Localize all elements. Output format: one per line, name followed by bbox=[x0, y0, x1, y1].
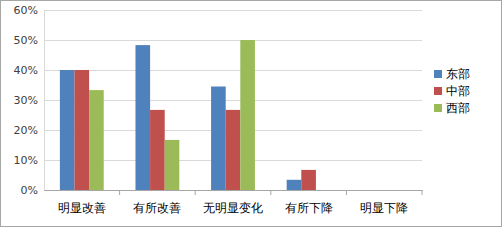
legend-label: 中部 bbox=[446, 84, 470, 98]
y-tick-label: 10% bbox=[14, 154, 38, 167]
bar-series bbox=[60, 45, 301, 190]
legend-swatch bbox=[434, 104, 442, 112]
legend-label: 西部 bbox=[446, 101, 470, 115]
x-tick: 明显改善 bbox=[58, 190, 120, 215]
legend-entry: 西部 bbox=[434, 101, 470, 115]
x-axis-line bbox=[45, 190, 423, 191]
grid-line bbox=[44, 190, 422, 191]
plot: 0% 10% 20% 30% 40% 50% 60% 明显改善 有所改善 无明显变化 有所下降 明显下… bbox=[14, 4, 423, 215]
x-tick-mark bbox=[346, 190, 347, 195]
legend-swatch bbox=[434, 70, 442, 78]
y-tick-label: 30% bbox=[14, 94, 38, 107]
x-tick-mark bbox=[119, 190, 120, 195]
y-tick-label: 20% bbox=[14, 124, 38, 137]
x-tick: 有所改善 bbox=[133, 190, 195, 215]
bar-series bbox=[74, 70, 315, 190]
x-tick: 无明显变化 bbox=[203, 190, 271, 215]
x-tick: 有所下降 bbox=[285, 190, 347, 215]
bar bbox=[89, 90, 104, 190]
bar bbox=[226, 110, 241, 190]
bar bbox=[392, 190, 407, 191]
y-axis: 0% 10% 20% 30% 40% 50% 60% bbox=[14, 4, 45, 197]
x-tick-mark bbox=[270, 190, 271, 195]
chart: 0% 10% 20% 30% 40% 50% 60% 明显改善 有所改善 无明显变化 有所下降 明显下… bbox=[0, 0, 502, 227]
legend-label: 东部 bbox=[446, 67, 470, 81]
x-tick-label: 有所改善 bbox=[133, 201, 181, 215]
bar bbox=[74, 70, 89, 190]
bar bbox=[287, 180, 302, 190]
grid-line bbox=[44, 10, 422, 11]
bar bbox=[316, 190, 331, 191]
grid-line bbox=[44, 70, 422, 71]
y-tick-label: 0% bbox=[21, 184, 38, 197]
y-tick: 20% bbox=[14, 124, 44, 137]
bar bbox=[211, 87, 226, 191]
x-axis: 明显改善 有所改善 无明显变化 有所下降 明显下降 bbox=[45, 190, 423, 215]
bar bbox=[362, 190, 377, 191]
x-tick-label: 有所下降 bbox=[285, 201, 333, 215]
bar bbox=[60, 70, 75, 190]
grid-line bbox=[44, 40, 422, 41]
grid bbox=[44, 11, 422, 191]
legend: 东部中部西部 bbox=[434, 67, 470, 115]
legend-entry: 东部 bbox=[434, 67, 470, 81]
y-tick: 60% bbox=[14, 4, 44, 17]
x-tick-label: 明显改善 bbox=[58, 201, 106, 215]
y-tick-label: 50% bbox=[14, 34, 38, 47]
bars bbox=[60, 40, 316, 190]
frame bbox=[1, 1, 502, 227]
bar bbox=[377, 190, 392, 191]
x-tick: 明显下降 bbox=[360, 190, 422, 215]
y-tick: 10% bbox=[14, 154, 44, 167]
y-axis-line bbox=[44, 11, 45, 191]
bar bbox=[240, 40, 255, 190]
x-tick-mark bbox=[422, 190, 423, 195]
legend-swatch bbox=[434, 87, 442, 95]
y-tick-label: 40% bbox=[14, 64, 38, 77]
x-tick-label: 无明显变化 bbox=[203, 201, 263, 215]
bar bbox=[165, 140, 180, 190]
bar-series bbox=[89, 40, 255, 190]
y-tick: 30% bbox=[14, 94, 44, 107]
x-tick-mark bbox=[195, 190, 196, 195]
bar bbox=[301, 170, 316, 190]
x-tick-label: 明显下降 bbox=[360, 201, 408, 215]
legend-entry: 中部 bbox=[434, 84, 470, 98]
bar bbox=[150, 110, 165, 190]
y-tick: 40% bbox=[14, 64, 44, 77]
y-tick-label: 60% bbox=[14, 4, 38, 17]
y-tick: 0% bbox=[21, 184, 44, 197]
bar bbox=[135, 45, 150, 190]
y-tick: 50% bbox=[14, 34, 44, 47]
